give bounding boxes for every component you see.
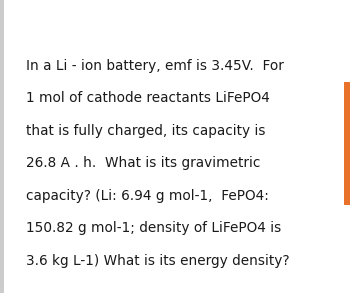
Text: 1 mol of cathode reactants LiFePO4: 1 mol of cathode reactants LiFePO4 bbox=[26, 91, 270, 105]
Text: that is fully charged, its capacity is: that is fully charged, its capacity is bbox=[26, 124, 266, 138]
Text: 3.6 kg L-1) What is its energy density?: 3.6 kg L-1) What is its energy density? bbox=[26, 254, 290, 268]
Text: 150.82 g mol-1; density of LiFePO4 is: 150.82 g mol-1; density of LiFePO4 is bbox=[26, 221, 281, 235]
Text: In a Li - ion battery, emf is 3.45V.  For: In a Li - ion battery, emf is 3.45V. For bbox=[26, 59, 284, 73]
Text: capacity? (Li: 6.94 g mol-1,  FePO4:: capacity? (Li: 6.94 g mol-1, FePO4: bbox=[26, 189, 269, 203]
Text: 26.8 A . h.  What is its gravimetric: 26.8 A . h. What is its gravimetric bbox=[26, 156, 261, 170]
Bar bbox=[0, 0, 4, 293]
Bar bbox=[344, 82, 350, 205]
